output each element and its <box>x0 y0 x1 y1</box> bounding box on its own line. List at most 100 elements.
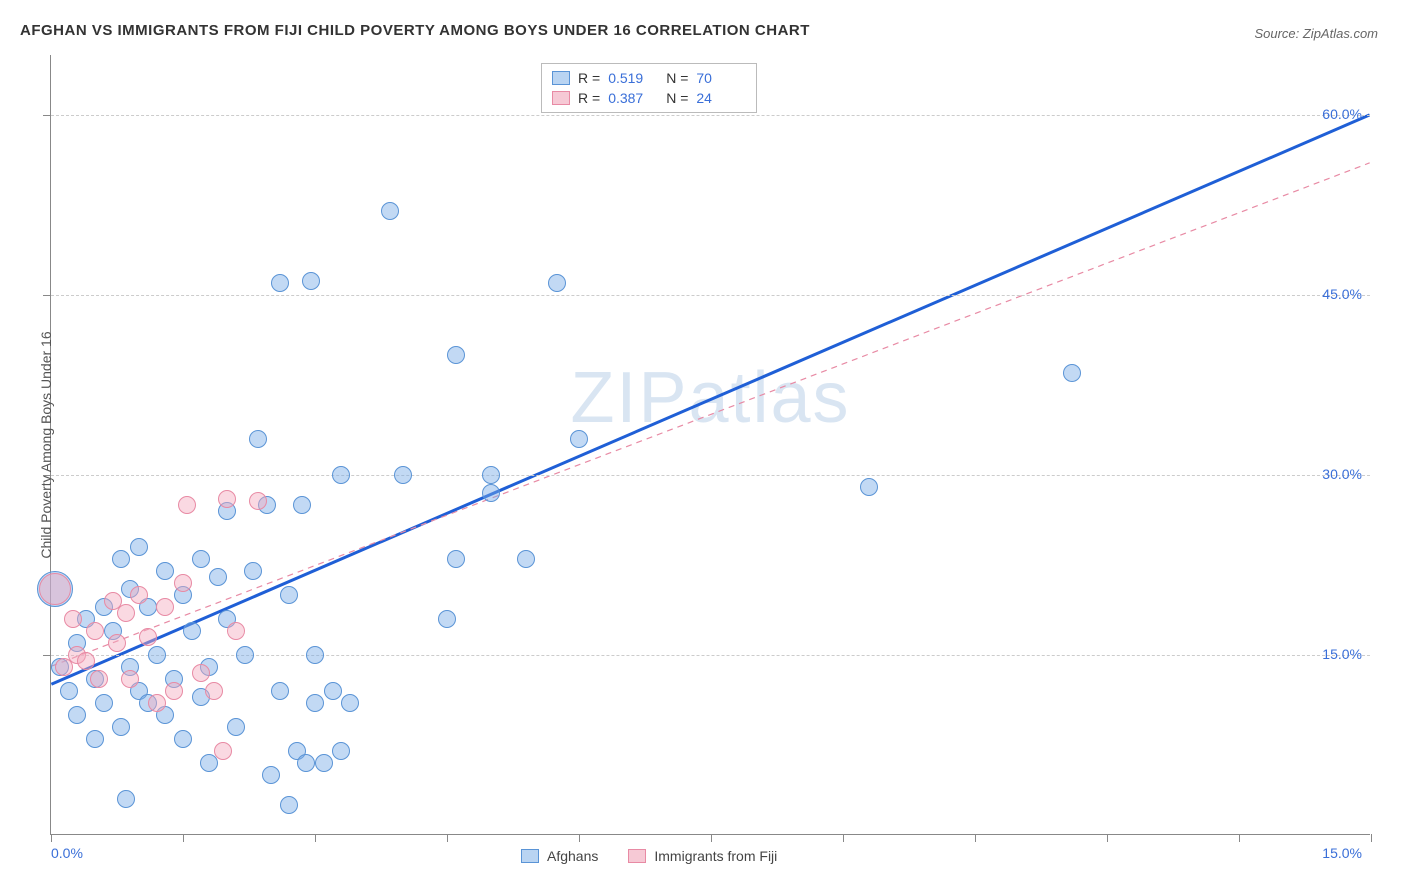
x-tick <box>447 834 448 842</box>
data-point <box>90 670 108 688</box>
data-point <box>86 622 104 640</box>
legend-r-value: 0.387 <box>608 90 658 106</box>
data-point <box>130 586 148 604</box>
y-axis-label: Child Poverty Among Boys Under 16 <box>38 331 54 558</box>
legend-swatch <box>552 71 570 85</box>
data-point <box>394 466 412 484</box>
data-point <box>117 604 135 622</box>
data-point <box>271 682 289 700</box>
data-point <box>244 562 262 580</box>
y-tick-label: 60.0% <box>1322 106 1362 122</box>
data-point <box>315 754 333 772</box>
source-label: Source: ZipAtlas.com <box>1254 26 1378 41</box>
data-point <box>227 622 245 640</box>
data-point <box>227 718 245 736</box>
legend-n-value: 70 <box>696 70 746 86</box>
legend-series: AfghansImmigrants from Fiji <box>521 848 777 864</box>
legend-stat-row: R =0.387N =24 <box>552 88 746 108</box>
data-point <box>482 484 500 502</box>
data-point <box>332 466 350 484</box>
data-point <box>192 664 210 682</box>
y-tick-label: 15.0% <box>1322 646 1362 662</box>
data-point <box>148 646 166 664</box>
data-point <box>64 610 82 628</box>
data-point <box>68 706 86 724</box>
data-point <box>517 550 535 568</box>
data-point <box>183 622 201 640</box>
chart-title: AFGHAN VS IMMIGRANTS FROM FIJI CHILD POV… <box>20 22 810 39</box>
data-point <box>341 694 359 712</box>
data-point <box>205 682 223 700</box>
data-point <box>271 274 289 292</box>
data-point <box>236 646 254 664</box>
trend-line <box>51 115 1369 684</box>
data-point <box>178 496 196 514</box>
data-point <box>293 496 311 514</box>
trend-line <box>51 163 1369 666</box>
data-point <box>77 652 95 670</box>
data-point <box>209 568 227 586</box>
data-point <box>117 790 135 808</box>
x-tick <box>975 834 976 842</box>
data-point <box>280 796 298 814</box>
x-tick <box>1371 834 1372 842</box>
data-point <box>332 742 350 760</box>
data-point <box>306 694 324 712</box>
data-point <box>297 754 315 772</box>
watermark: ZIPatlas <box>570 357 850 439</box>
data-point <box>130 538 148 556</box>
gridline <box>51 475 1370 476</box>
plot-area: Child Poverty Among Boys Under 16 ZIPatl… <box>50 55 1370 835</box>
x-tick-label: 15.0% <box>1322 845 1362 861</box>
legend-swatch <box>628 849 646 863</box>
legend-stat-row: R = 0.519 N = 70 <box>552 68 746 88</box>
legend-swatch <box>552 91 570 105</box>
x-tick <box>183 834 184 842</box>
x-tick <box>1239 834 1240 842</box>
data-point <box>438 610 456 628</box>
data-point <box>249 492 267 510</box>
data-point <box>108 634 126 652</box>
data-point <box>447 550 465 568</box>
y-tick <box>43 655 51 656</box>
data-point <box>156 562 174 580</box>
legend-r-value: 0.519 <box>608 70 658 86</box>
y-tick <box>43 115 51 116</box>
data-point <box>139 628 157 646</box>
data-point <box>262 766 280 784</box>
data-point <box>86 730 104 748</box>
legend-correlation: R = 0.519 N = 70R = 0.387 N = 24 <box>541 63 757 113</box>
data-point <box>548 274 566 292</box>
data-point <box>165 682 183 700</box>
x-tick <box>1107 834 1108 842</box>
data-point <box>302 272 320 290</box>
legend-n-label: N = <box>666 70 688 86</box>
data-point <box>860 478 878 496</box>
x-tick <box>843 834 844 842</box>
data-point <box>280 586 298 604</box>
legend-r-label: R = <box>578 70 600 86</box>
y-tick <box>43 475 51 476</box>
legend-swatch <box>521 849 539 863</box>
data-point <box>218 490 236 508</box>
y-tick <box>43 295 51 296</box>
data-point <box>570 430 588 448</box>
data-point <box>121 670 139 688</box>
legend-n-value: 24 <box>696 90 746 106</box>
y-tick-label: 45.0% <box>1322 286 1362 302</box>
legend-series-name: Immigrants from Fiji <box>654 848 777 864</box>
data-point <box>1063 364 1081 382</box>
legend-n-label: N = <box>666 90 688 106</box>
data-point <box>324 682 342 700</box>
data-point <box>112 718 130 736</box>
data-point <box>306 646 324 664</box>
data-point <box>156 598 174 616</box>
data-point <box>249 430 267 448</box>
data-point <box>148 694 166 712</box>
data-point <box>482 466 500 484</box>
x-tick <box>51 834 52 842</box>
legend-item: Immigrants from Fiji <box>628 848 777 864</box>
data-point <box>214 742 232 760</box>
data-point <box>39 573 71 605</box>
x-tick-label: 0.0% <box>51 845 83 861</box>
